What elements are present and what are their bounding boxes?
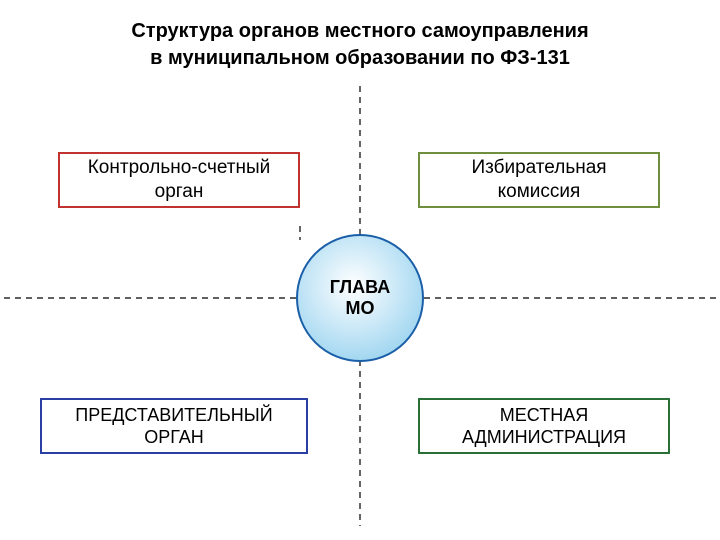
box-rep-line1: ПРЕДСТАВИТЕЛЬНЫЙ — [75, 404, 272, 427]
box-election-line2: комиссия — [498, 180, 581, 204]
title-line1: Структура органов местного самоуправлени… — [0, 18, 720, 45]
center-label-2: МО — [330, 298, 391, 319]
box-election-line1: Избирательная — [471, 156, 606, 180]
box-audit-body: Контрольно-счетный орган — [58, 152, 300, 208]
box-election-commission: Избирательная комиссия — [418, 152, 660, 208]
center-label-1: ГЛАВА — [330, 277, 391, 298]
diagram-title: Структура органов местного самоуправлени… — [0, 0, 720, 72]
box-local-administration: МЕСТНАЯ АДМИНИСТРАЦИЯ — [418, 398, 670, 454]
title-line2: в муниципальном образовании по ФЗ-131 — [0, 45, 720, 72]
box-audit-line2: орган — [155, 180, 204, 204]
box-representative-body: ПРЕДСТАВИТЕЛЬНЫЙ ОРГАН — [40, 398, 308, 454]
box-admin-line1: МЕСТНАЯ — [500, 404, 588, 427]
box-audit-line1: Контрольно-счетный — [88, 156, 271, 180]
box-rep-line2: ОРГАН — [144, 426, 204, 449]
center-node-head: ГЛАВА МО — [296, 234, 424, 362]
box-admin-line2: АДМИНИСТРАЦИЯ — [462, 426, 626, 449]
